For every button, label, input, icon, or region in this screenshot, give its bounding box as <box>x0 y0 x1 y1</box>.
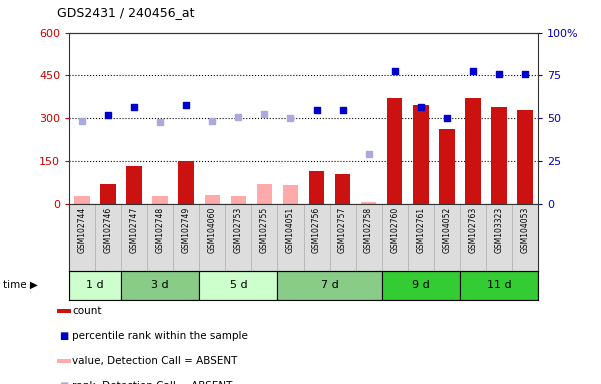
Bar <box>153 196 168 204</box>
Point <box>103 112 113 118</box>
Text: GDS2431 / 240456_at: GDS2431 / 240456_at <box>57 6 195 19</box>
Point <box>364 151 373 157</box>
Text: 3 d: 3 d <box>151 280 169 290</box>
Bar <box>439 129 454 204</box>
Bar <box>309 171 325 204</box>
Text: 7 d: 7 d <box>321 280 338 290</box>
Text: 9 d: 9 d <box>412 280 430 290</box>
Bar <box>282 185 298 204</box>
Text: ■: ■ <box>59 381 69 384</box>
Bar <box>387 98 403 204</box>
Text: 1 d: 1 d <box>87 280 104 290</box>
Point <box>312 106 322 113</box>
Bar <box>121 271 200 300</box>
Text: GSM102760: GSM102760 <box>390 207 399 253</box>
Text: GSM102748: GSM102748 <box>156 207 165 253</box>
Bar <box>200 271 278 300</box>
Bar <box>126 167 142 204</box>
Point <box>468 68 478 74</box>
Point <box>338 106 347 113</box>
Text: GSM103323: GSM103323 <box>495 207 503 253</box>
Point <box>182 102 191 108</box>
Text: GSM102746: GSM102746 <box>104 207 112 253</box>
Text: time ▶: time ▶ <box>3 280 38 290</box>
Point <box>285 115 295 121</box>
Point <box>442 115 451 121</box>
Point <box>129 104 139 110</box>
Bar <box>335 174 350 204</box>
Bar <box>278 271 382 300</box>
Text: GSM104060: GSM104060 <box>208 207 217 253</box>
Point <box>207 118 217 124</box>
Bar <box>465 98 481 204</box>
Point <box>156 119 165 126</box>
Bar <box>69 271 121 300</box>
Text: GSM102763: GSM102763 <box>468 207 477 253</box>
Bar <box>178 161 194 204</box>
Point <box>390 68 400 74</box>
Text: 5 d: 5 d <box>230 280 247 290</box>
Point <box>78 118 87 124</box>
Bar <box>517 109 532 204</box>
Text: GSM102755: GSM102755 <box>260 207 269 253</box>
Bar <box>413 105 429 204</box>
Text: GSM104053: GSM104053 <box>520 207 529 253</box>
Point <box>234 114 243 120</box>
Bar <box>75 196 90 204</box>
Text: GSM102753: GSM102753 <box>234 207 243 253</box>
Bar <box>491 107 507 204</box>
Text: rank, Detection Call = ABSENT: rank, Detection Call = ABSENT <box>73 381 233 384</box>
Point <box>520 71 529 77</box>
Text: 11 d: 11 d <box>487 280 511 290</box>
Text: count: count <box>73 306 102 316</box>
Bar <box>257 184 272 204</box>
Text: GSM102761: GSM102761 <box>416 207 425 253</box>
Text: GSM102758: GSM102758 <box>364 207 373 253</box>
Text: GSM102756: GSM102756 <box>312 207 321 253</box>
Text: GSM104052: GSM104052 <box>442 207 451 253</box>
Text: ■: ■ <box>59 331 69 341</box>
Text: GSM102757: GSM102757 <box>338 207 347 253</box>
Bar <box>460 271 538 300</box>
Bar <box>204 195 220 204</box>
Text: GSM102747: GSM102747 <box>130 207 139 253</box>
Bar <box>100 184 116 204</box>
Bar <box>231 196 246 204</box>
Bar <box>361 202 376 204</box>
Bar <box>382 271 460 300</box>
Point <box>494 71 504 77</box>
Text: value, Detection Call = ABSENT: value, Detection Call = ABSENT <box>73 356 238 366</box>
Text: GSM102749: GSM102749 <box>182 207 191 253</box>
Text: GSM102744: GSM102744 <box>78 207 87 253</box>
Text: GSM104051: GSM104051 <box>286 207 295 253</box>
Point <box>416 104 426 110</box>
Text: percentile rank within the sample: percentile rank within the sample <box>73 331 248 341</box>
Point <box>260 111 269 117</box>
